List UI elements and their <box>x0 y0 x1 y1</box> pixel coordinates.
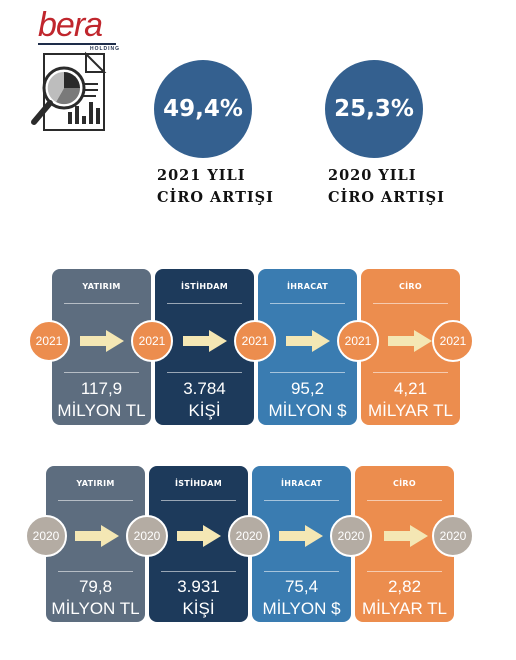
arrow-right-icon <box>183 330 227 352</box>
card-title: CİRO <box>392 478 416 488</box>
card-divider <box>264 500 339 501</box>
bera-holding-logo: bera HOLDING <box>38 6 121 52</box>
logo-subtitle: HOLDING <box>90 46 121 52</box>
card-value: 3.931 <box>177 577 220 596</box>
card-divider <box>270 372 345 373</box>
growth-2021-caption: 2021 YILI CİRO ARTIŞI <box>157 165 274 209</box>
card-divider <box>264 571 339 572</box>
card-divider <box>64 303 139 304</box>
report-magnifier-icon <box>31 51 107 131</box>
card-unit: MİLYON TL <box>51 599 140 618</box>
card-divider <box>367 500 442 501</box>
year-badge-2021: 2021 <box>131 320 173 362</box>
card-divider <box>58 500 133 501</box>
arrow-right-icon <box>75 525 119 547</box>
card-title: İSTİHDAM <box>174 478 223 488</box>
card-divider <box>167 372 242 373</box>
card-value: 79,8 <box>78 577 113 596</box>
card-title: YATIRIM <box>82 281 121 291</box>
year-badge-2020: 2020 <box>228 515 270 557</box>
card-title: İHRACAT <box>280 478 323 488</box>
card-divider <box>373 372 448 373</box>
year-badge-2020: 2020 <box>330 515 372 557</box>
card-value: 95,2 <box>290 379 325 398</box>
arrow-right-icon <box>177 525 221 547</box>
year-badge-2020: 2020 <box>25 515 67 557</box>
card-divider <box>270 303 345 304</box>
arrow-right-icon <box>80 330 124 352</box>
card-divider <box>58 571 133 572</box>
growth-2020-caption: 2020 YILI CİRO ARTIŞI <box>328 165 445 209</box>
year-badge-2020: 2020 <box>126 515 168 557</box>
card-unit: KİŞİ <box>182 599 215 618</box>
caption-line: 2021 YILI <box>157 167 246 184</box>
year-badge-2021: 2021 <box>234 320 276 362</box>
card-unit: MİLYAR TL <box>361 599 448 618</box>
card-unit: MİLYON TL <box>57 401 146 420</box>
card-divider <box>167 303 242 304</box>
card-divider <box>367 571 442 572</box>
caption-line: CİRO ARTIŞI <box>328 189 445 206</box>
growth-2020-circle: 25,3% <box>325 60 423 158</box>
caption-line: 2020 YILI <box>328 167 417 184</box>
caption-line: CİRO ARTIŞI <box>157 189 274 206</box>
year-badge-2021: 2021 <box>337 320 379 362</box>
arrow-right-icon <box>286 330 330 352</box>
card-title: İHRACAT <box>286 281 329 291</box>
card-title: YATIRIM <box>76 478 115 488</box>
card-title: İSTİHDAM <box>180 281 229 291</box>
arrow-right-icon <box>279 525 323 547</box>
year-badge-2021: 2021 <box>432 320 474 362</box>
card-title: CİRO <box>398 281 422 291</box>
year-badge-2021: 2021 <box>28 320 70 362</box>
year-badge-2020: 2020 <box>432 515 474 557</box>
card-value: 3.784 <box>183 379 226 398</box>
card-unit: KİŞİ <box>188 401 221 420</box>
card-divider <box>373 303 448 304</box>
card-divider <box>161 571 236 572</box>
card-value: 2,82 <box>387 577 422 596</box>
logo-word: bera <box>38 6 103 44</box>
card-divider <box>64 372 139 373</box>
card-divider <box>161 500 236 501</box>
card-unit: MİLYON $ <box>262 599 341 618</box>
arrow-right-icon <box>388 330 432 352</box>
logo-underline <box>38 43 116 45</box>
card-value: 75,4 <box>284 577 319 596</box>
card-unit: MİLYON $ <box>268 401 347 420</box>
growth-2021-circle: 49,4% <box>154 60 252 158</box>
card-unit: MİLYAR TL <box>367 401 454 420</box>
card-value: 4,21 <box>393 379 428 398</box>
arrow-right-icon <box>384 525 428 547</box>
card-value: 117,9 <box>80 379 123 398</box>
